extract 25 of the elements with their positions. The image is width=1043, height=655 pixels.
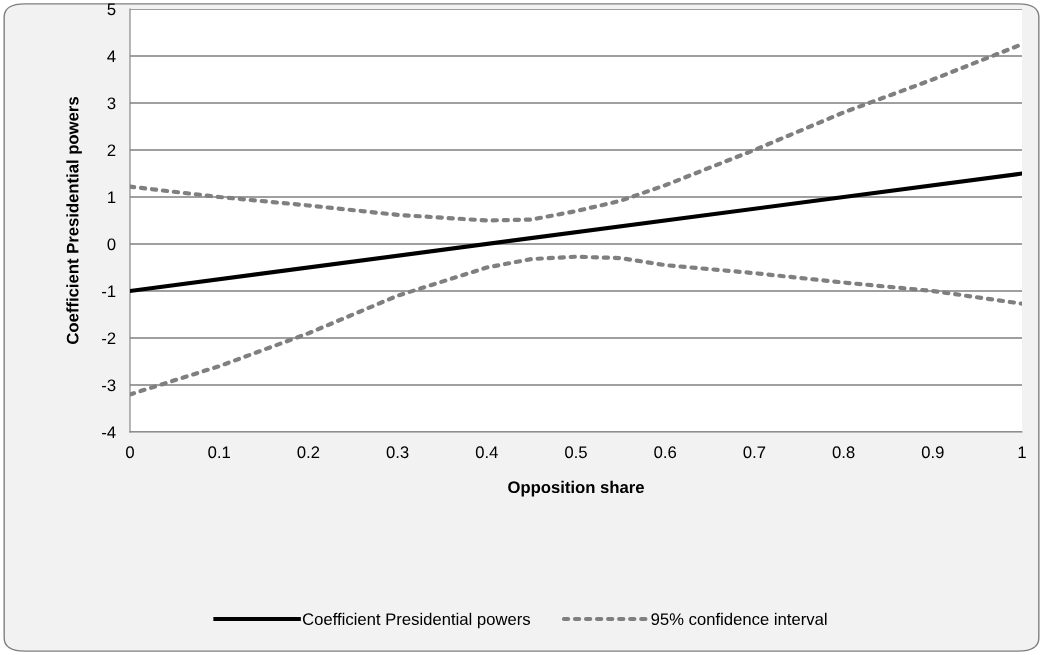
y-axis-title: Coefficient Presidential powers [66,97,82,344]
y-tick-label: -4 [102,426,116,439]
x-tick-label: 0.6 [654,446,677,459]
y-tick-label: 4 [107,50,116,63]
y-tick-label: -3 [102,379,116,392]
x-tick-label: 0.1 [208,446,230,459]
y-tick-label: 0 [107,238,116,251]
legend-label: 95% confidence interval [651,612,827,626]
y-tick-label: -1 [102,285,116,298]
y-tick-label: -2 [102,332,116,345]
x-tick-label: 1 [1018,446,1026,458]
y-tick-label: 5 [107,3,116,16]
y-tick-label: 2 [107,144,116,157]
x-tick-label: 0.9 [921,446,944,459]
x-tick-label: 0.5 [565,446,587,459]
y-tick-label: 1 [108,191,116,204]
x-tick-label: 0 [126,446,134,459]
y-tick-label: 3 [107,97,116,110]
legend-label: Coefficient Presidential powers [302,612,531,629]
x-tick-label: 0.7 [743,446,766,459]
x-tick-label: 0.4 [475,446,498,459]
x-axis-title: Opposition share [508,480,644,497]
x-tick-label: 0.3 [386,446,409,459]
x-tick-label: 0.2 [297,446,320,459]
x-tick-label: 0.8 [832,446,855,459]
